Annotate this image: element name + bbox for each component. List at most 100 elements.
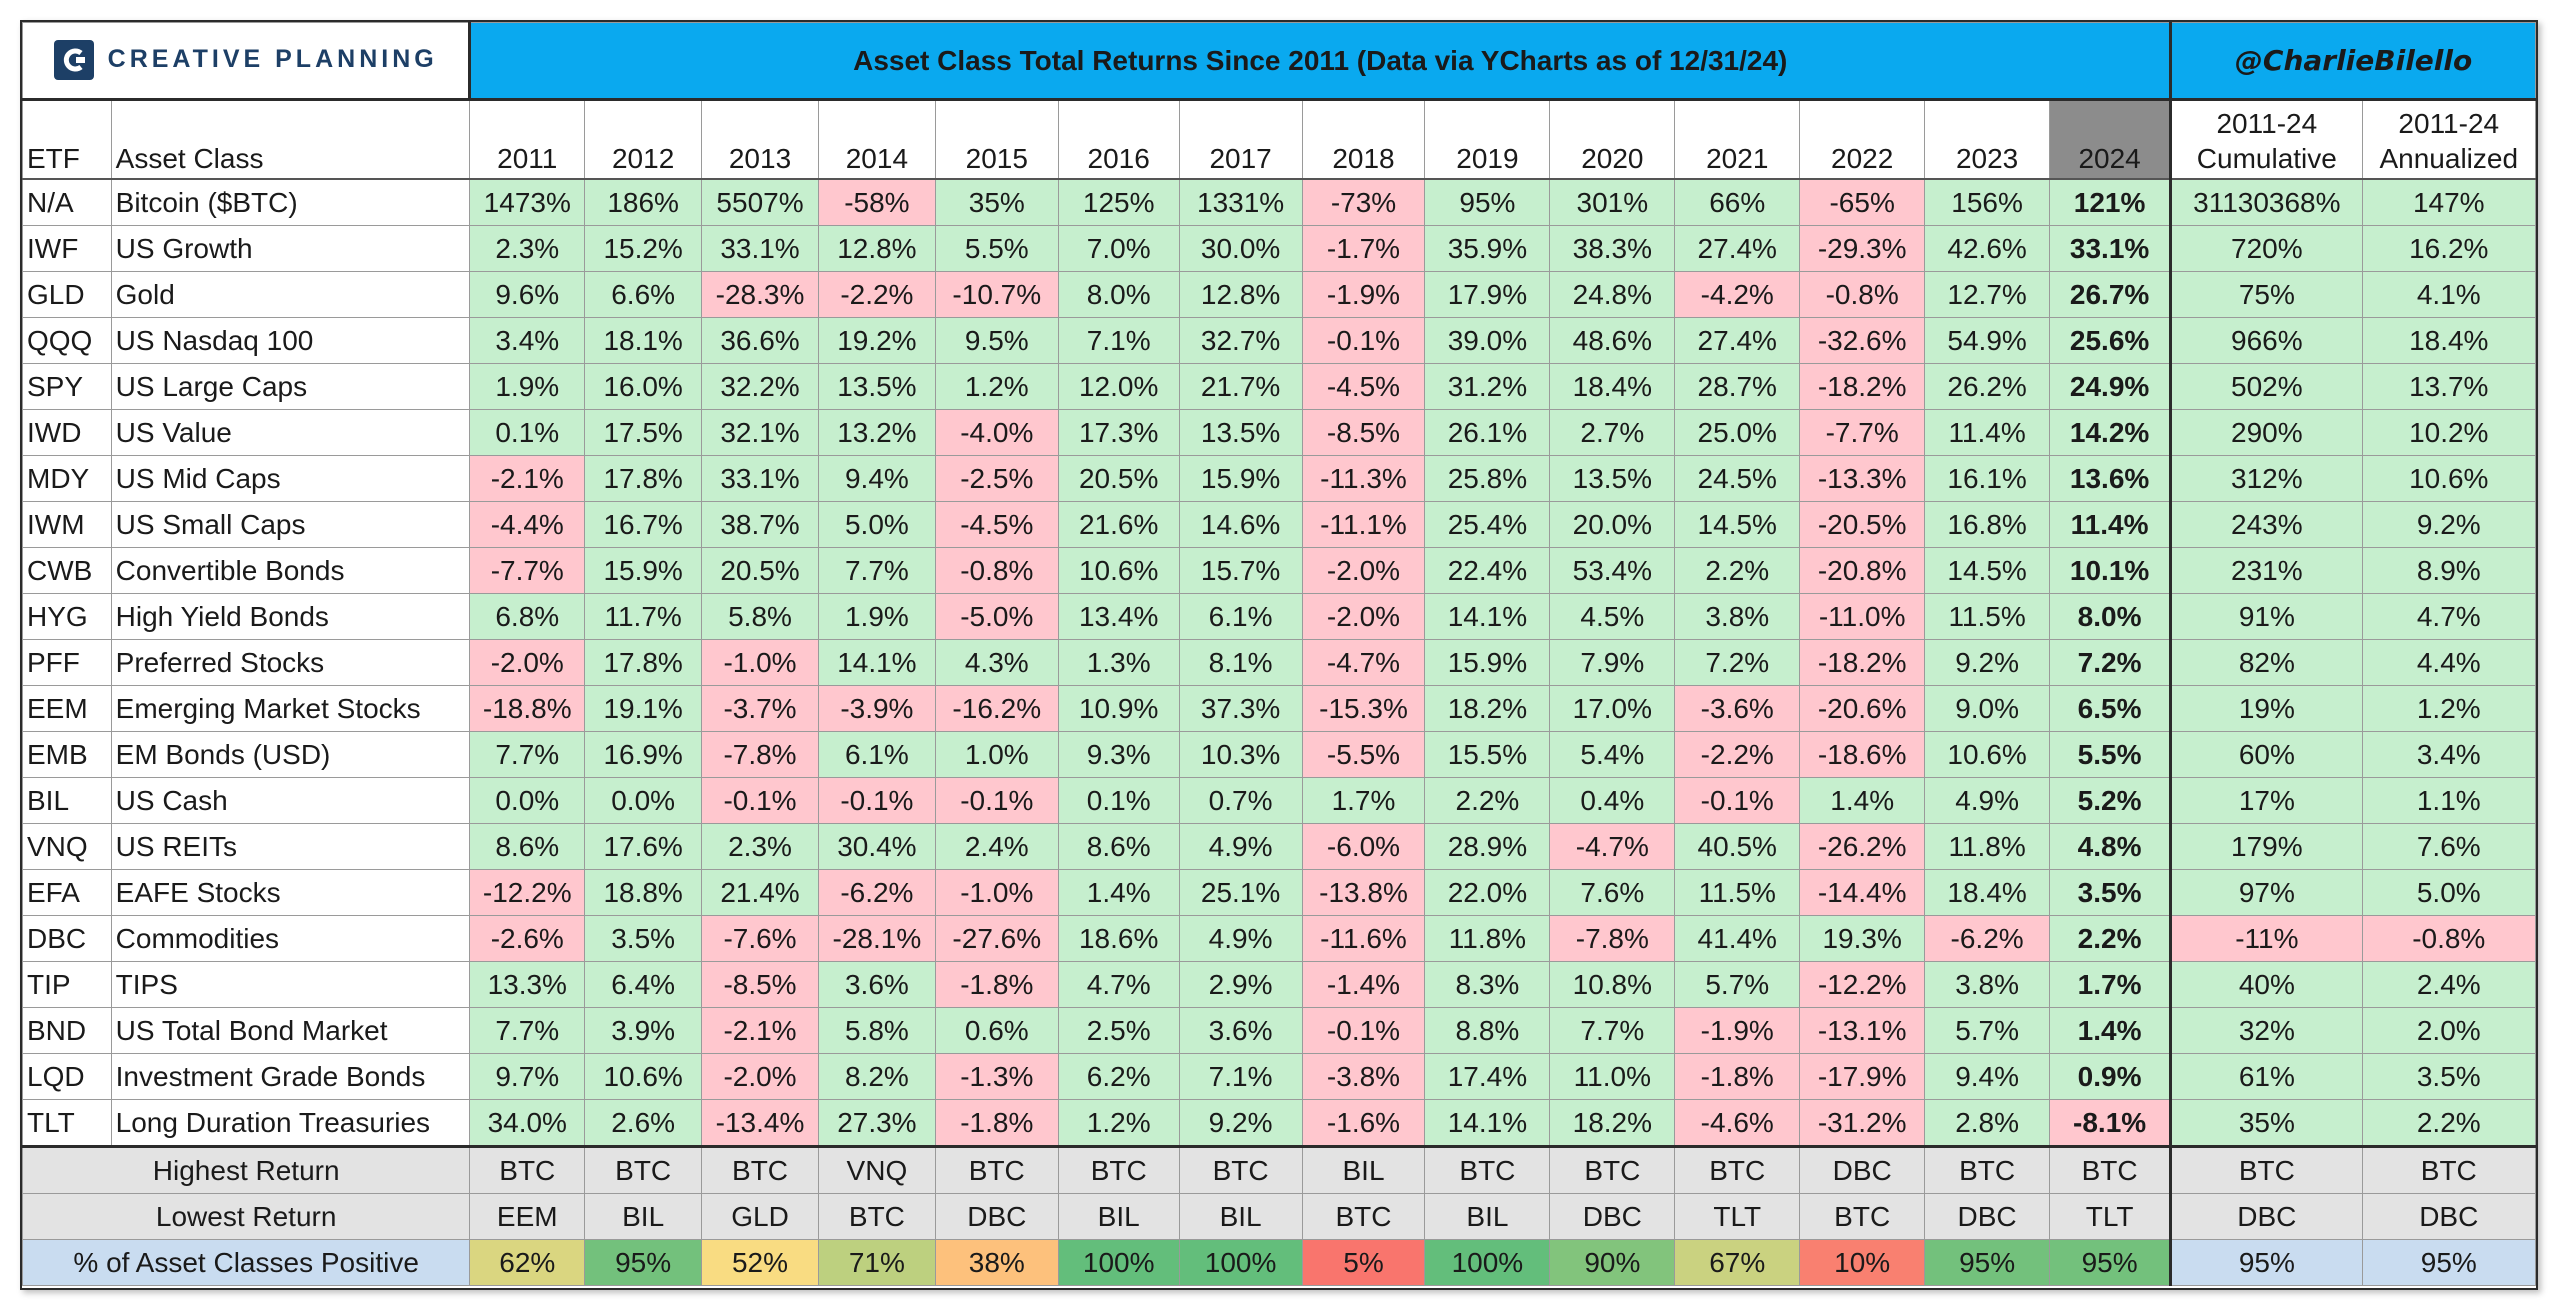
etf-ticker: SPY: [22, 363, 112, 410]
annualized-cell: 3.4%: [2361, 731, 2537, 778]
return-cell: 3.8%: [1924, 961, 2051, 1008]
return-cell: -2.2%: [817, 271, 936, 318]
return-cell: 17.6%: [584, 823, 703, 870]
etf-ticker: IWD: [22, 409, 112, 456]
return-cell: 4.9%: [1924, 777, 2051, 824]
return-cell: -6.2%: [1924, 915, 2051, 962]
cumulative-cell: -11%: [2170, 915, 2363, 962]
return-cell: 13.5%: [1178, 409, 1303, 456]
cumulative-cell: 502%: [2170, 363, 2363, 410]
return-cell: 18.4%: [1549, 363, 1676, 410]
return-cell: 11.4%: [1924, 409, 2051, 456]
etf-ticker: EMB: [22, 731, 112, 778]
annualized-cell: 4.7%: [2361, 593, 2537, 640]
return-cell: 8.0%: [2049, 593, 2173, 640]
return-cell: 14.6%: [1178, 501, 1303, 548]
summary-ticker: BTC: [1178, 1145, 1303, 1194]
return-cell: -3.9%: [817, 685, 936, 732]
return-cell: 36.6%: [701, 317, 819, 364]
return-cell: 1.7%: [1301, 777, 1426, 824]
return-cell: 95%: [1424, 178, 1551, 226]
summary-ticker: TLT: [1674, 1193, 1801, 1240]
table-row: MDY US Mid Caps -2.1% 17.8% 33.1% 9.4% -2.5% 20…: [22, 455, 2537, 502]
return-cell: 20.5%: [1057, 455, 1180, 502]
pct-positive-cell: 95%: [2361, 1239, 2537, 1286]
return-cell: 2.2%: [1424, 777, 1551, 824]
return-cell: -4.5%: [1301, 363, 1426, 410]
return-cell: 26.2%: [1924, 363, 2051, 410]
return-cell: -0.1%: [701, 777, 819, 824]
return-cell: 5.5%: [934, 225, 1059, 272]
cumulative-cell: 231%: [2170, 547, 2363, 594]
return-cell: -1.8%: [934, 961, 1059, 1008]
etf-ticker: TLT: [22, 1099, 112, 1147]
annualized-cell: 1.1%: [2361, 777, 2537, 824]
pct-positive-cell: 71%: [817, 1239, 936, 1286]
return-cell: -11.1%: [1301, 501, 1426, 548]
return-cell: -2.0%: [469, 639, 586, 686]
asset-class-name: High Yield Bonds: [110, 593, 471, 640]
table-row: EMB EM Bonds (USD) 7.7% 16.9% -7.8% 6.1% 1.0% 9…: [22, 731, 2537, 778]
header-year-2015: 2015: [934, 99, 1059, 180]
return-cell: -1.8%: [1674, 1053, 1801, 1100]
return-cell: -1.8%: [934, 1099, 1059, 1147]
return-cell: 6.4%: [584, 961, 703, 1008]
return-cell: 1473%: [469, 178, 586, 226]
return-cell: 10.6%: [1057, 547, 1180, 594]
summary-row-lowest: Lowest Return EEM BIL GLD BTC DBC BIL BIL BTC BIL…: [21, 1193, 2537, 1240]
pct-positive-cell: 67%: [1674, 1239, 1801, 1286]
return-cell: 6.2%: [1057, 1053, 1180, 1100]
return-cell: 39.0%: [1424, 317, 1551, 364]
return-cell: 12.7%: [1924, 271, 2051, 318]
return-cell: 35.9%: [1424, 225, 1551, 272]
return-cell: 11.8%: [1424, 915, 1551, 962]
summary-ticker: BTC: [1549, 1145, 1676, 1194]
return-cell: -2.0%: [1301, 547, 1426, 594]
annualized-cell: 18.4%: [2361, 317, 2537, 364]
return-cell: -32.6%: [1799, 317, 1926, 364]
return-cell: 1.0%: [934, 731, 1059, 778]
return-cell: -13.4%: [701, 1099, 819, 1147]
return-cell: -5.0%: [934, 593, 1059, 640]
return-cell: 6.1%: [817, 731, 936, 778]
return-cell: -31.2%: [1799, 1099, 1926, 1147]
return-cell: 5.7%: [1674, 961, 1801, 1008]
return-cell: 33.1%: [701, 225, 819, 272]
return-cell: -7.8%: [1549, 915, 1676, 962]
table-row: DBC Commodities -2.6% 3.5% -7.6% -28.1% -27.6%…: [22, 915, 2537, 962]
return-cell: 5.8%: [817, 1007, 936, 1054]
header-year-2022: 2022: [1799, 99, 1926, 180]
return-cell: 125%: [1057, 178, 1180, 226]
return-cell: 7.1%: [1178, 1053, 1303, 1100]
etf-ticker: BIL: [22, 777, 112, 824]
return-cell: -2.0%: [1301, 593, 1426, 640]
return-cell: 3.6%: [817, 961, 936, 1008]
pct-positive-cell: 10%: [1799, 1239, 1926, 1286]
return-cell: 16.9%: [584, 731, 703, 778]
return-cell: -27.6%: [934, 915, 1059, 962]
annualized-cell: 8.9%: [2361, 547, 2537, 594]
table-row: GLD Gold 9.6% 6.6% -28.3% -2.2% -10.7% 8.0% 12.8…: [22, 271, 2537, 318]
summary-ticker: BIL: [1301, 1145, 1426, 1194]
summary-ticker: BIL: [584, 1193, 703, 1240]
return-cell: 26.7%: [2049, 271, 2173, 318]
return-cell: 156%: [1924, 178, 2051, 226]
return-cell: 15.9%: [1178, 455, 1303, 502]
return-cell: -8.5%: [701, 961, 819, 1008]
return-cell: 5.0%: [817, 501, 936, 548]
return-cell: 9.2%: [1178, 1099, 1303, 1147]
return-cell: 25.6%: [2049, 317, 2173, 364]
asset-class-name: US Growth: [110, 225, 471, 272]
summary-ticker: BTC: [1424, 1145, 1551, 1194]
return-cell: 1.4%: [1799, 777, 1926, 824]
pct-positive-cell: 95%: [584, 1239, 703, 1286]
summary-ticker: DBC: [934, 1193, 1059, 1240]
return-cell: 20.0%: [1549, 501, 1676, 548]
return-cell: 8.0%: [1057, 271, 1180, 318]
return-cell: -11.3%: [1301, 455, 1426, 502]
return-cell: 121%: [2049, 178, 2173, 226]
return-cell: 21.4%: [701, 869, 819, 916]
return-cell: 2.6%: [584, 1099, 703, 1147]
return-cell: 26.1%: [1424, 409, 1551, 456]
cumulative-cell: 966%: [2170, 317, 2363, 364]
